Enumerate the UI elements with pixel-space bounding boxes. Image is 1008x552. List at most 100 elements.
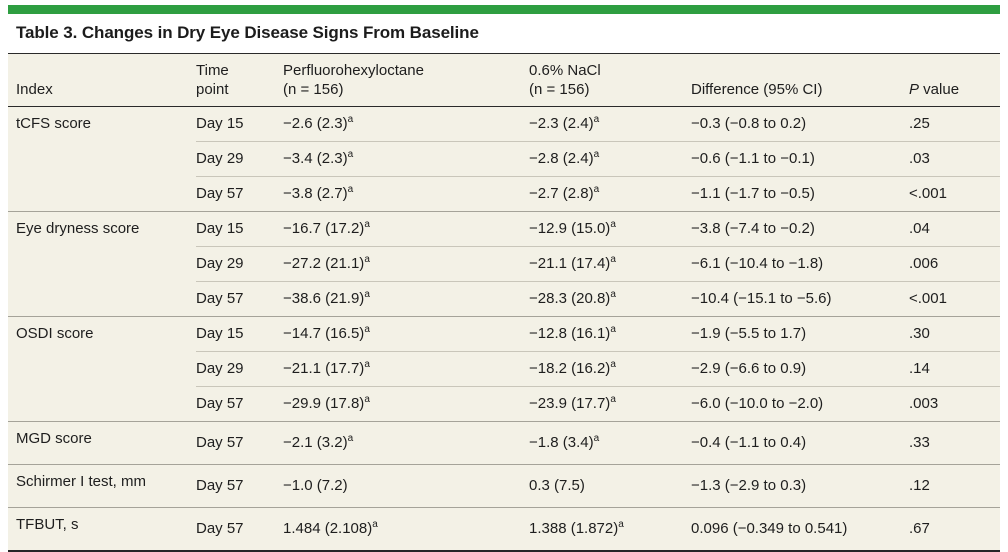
table-row: Day 57 −3.8 (2.7)a −2.7 (2.8)a −1.1 (−1.… bbox=[8, 176, 1000, 212]
cell-p-value: <.001 bbox=[909, 176, 1000, 212]
cell-drug-value: −16.7 (17.2)a bbox=[283, 211, 529, 247]
cell-time-point: Day 57 bbox=[196, 281, 283, 317]
cell-time-point: Day 29 bbox=[196, 141, 283, 177]
footnote-marker: a bbox=[610, 324, 616, 335]
cell-p-value: .33 bbox=[909, 421, 1000, 465]
cell-difference: −0.4 (−1.1 to 0.4) bbox=[691, 421, 909, 465]
cell-control-value: 1.388 (1.872)a bbox=[529, 507, 691, 551]
cell-time-point: Day 57 bbox=[196, 464, 283, 508]
cell-time-point: Day 15 bbox=[196, 211, 283, 247]
col-header-nacl: 0.6% NaCl (n = 156) bbox=[529, 53, 691, 107]
footnote-marker: a bbox=[347, 114, 354, 125]
cell-drug-value: −27.2 (21.1)a bbox=[283, 246, 529, 282]
footnote-marker: a bbox=[610, 254, 616, 265]
cell-control-value: −1.8 (3.4)a bbox=[529, 421, 691, 465]
header-row: Index Time point Perfluorohexyloctane (n… bbox=[8, 53, 1000, 107]
cell-control-value: −12.9 (15.0)a bbox=[529, 211, 691, 247]
cell-control-value: 0.3 (7.5) bbox=[529, 464, 691, 508]
col-header-perfluorohexyloctane: Perfluorohexyloctane (n = 156) bbox=[283, 53, 529, 107]
footnote-marker: a bbox=[364, 254, 370, 265]
footnote-marker: a bbox=[364, 219, 370, 230]
footnote-marker: a bbox=[610, 394, 616, 405]
cell-drug-value: −1.0 (7.2) bbox=[283, 464, 529, 508]
cell-control-value: −2.8 (2.4)a bbox=[529, 141, 691, 177]
cell-drug-value: −3.4 (2.3)a bbox=[283, 141, 529, 177]
table-row: Day 57 −29.9 (17.8)a −23.9 (17.7)a −6.0 … bbox=[8, 386, 1000, 422]
cell-time-point: Day 15 bbox=[196, 316, 283, 352]
cell-drug-value: −21.1 (17.7)a bbox=[283, 351, 529, 387]
cell-time-point: Day 15 bbox=[196, 115, 244, 132]
table-title: Table 3. Changes in Dry Eye Disease Sign… bbox=[16, 23, 479, 42]
cell-time-point: Day 29 bbox=[196, 351, 283, 387]
table-row: Eye dryness score Day 15 −16.7 (17.2)a −… bbox=[8, 211, 1000, 317]
footnote-marker: a bbox=[347, 149, 354, 160]
footnote-marker: a bbox=[593, 149, 600, 160]
cell-drug-value: −14.7 (16.5)a bbox=[283, 316, 529, 352]
footnote-marker: a bbox=[364, 394, 370, 405]
cell-p-value: .003 bbox=[909, 386, 1000, 422]
table-row: Day 29 −27.2 (21.1)a −21.1 (17.4)a −6.1 … bbox=[8, 246, 1000, 282]
cell-index: MGD score bbox=[8, 421, 196, 465]
col-header-time-point: Time point bbox=[196, 53, 283, 107]
cell-index: TFBUT, s bbox=[8, 507, 196, 551]
table-row: Day 57 −38.6 (21.9)a −28.3 (20.8)a −10.4… bbox=[8, 281, 1000, 317]
cell-difference: −1.9 (−5.5 to 1.7) bbox=[691, 316, 909, 352]
cell-index: tCFS score bbox=[16, 115, 92, 132]
cell-control-value: −12.8 (16.1)a bbox=[529, 316, 691, 352]
col-header-difference: Difference (95% CI) bbox=[691, 53, 909, 107]
cell-control-value: −18.2 (16.2)a bbox=[529, 351, 691, 387]
cell-index: Schirmer I test, mm bbox=[8, 464, 196, 508]
cell-p-value: .12 bbox=[909, 464, 1000, 508]
cell-control-value: −2.7 (2.8)a bbox=[529, 176, 691, 212]
table-header: Index Time point Perfluorohexyloctane (n… bbox=[8, 53, 1000, 107]
cell-time-point: Day 57 bbox=[196, 421, 283, 465]
cell-time-point: Day 57 bbox=[196, 386, 283, 422]
table-row: OSDI score Day 15 −14.7 (16.5)a −12.8 (1… bbox=[8, 316, 1000, 422]
table-row: Day 29 −3.4 (2.3)a −2.8 (2.4)a −0.6 (−1.… bbox=[8, 141, 1000, 177]
footnote-marker: a bbox=[347, 184, 354, 195]
table-row: TFBUT, s Day 57 1.484 (2.108)a 1.388 (1.… bbox=[8, 507, 1000, 551]
footnote-marker: a bbox=[364, 359, 370, 370]
cell-difference: 0.096 (−0.349 to 0.541) bbox=[691, 507, 909, 551]
table-row: MGD score Day 57 −2.1 (3.2)a −1.8 (3.4)a… bbox=[8, 421, 1000, 465]
accent-bar bbox=[8, 5, 1000, 14]
table-row: tCFS score Day 15 −2.6 (2.3)a −2.3 (2.4)… bbox=[8, 107, 1000, 142]
footnote-marker: a bbox=[593, 184, 600, 195]
cell-difference: −0.3 (−0.8 to 0.2) bbox=[691, 115, 807, 132]
dry-eye-signs-table: Index Time point Perfluorohexyloctane (n… bbox=[8, 53, 1000, 552]
cell-control-value: −21.1 (17.4)a bbox=[529, 246, 691, 282]
cell-p-value: .25 bbox=[909, 115, 930, 132]
table-body: tCFS score Day 15 −2.6 (2.3)a −2.3 (2.4)… bbox=[8, 107, 1000, 551]
cell-drug-value: −3.8 (2.7)a bbox=[283, 176, 529, 212]
footnote-marker: a bbox=[618, 519, 624, 530]
footnote-marker: a bbox=[610, 219, 616, 230]
cell-control-value: −28.3 (20.8)a bbox=[529, 281, 691, 317]
cell-difference: −1.1 (−1.7 to −0.5) bbox=[691, 176, 909, 212]
cell-p-value: .006 bbox=[909, 246, 1000, 282]
col-header-index: Index bbox=[8, 53, 196, 107]
cell-difference: −2.9 (−6.6 to 0.9) bbox=[691, 351, 909, 387]
cell-drug-value: −38.6 (21.9)a bbox=[283, 281, 529, 317]
cell-difference: −10.4 (−15.1 to −5.6) bbox=[691, 281, 909, 317]
table-row: Day 29 −21.1 (17.7)a −18.2 (16.2)a −2.9 … bbox=[8, 351, 1000, 387]
cell-difference: −3.8 (−7.4 to −0.2) bbox=[691, 211, 909, 247]
cell-p-value: .67 bbox=[909, 507, 1000, 551]
col-header-p-value: P value bbox=[909, 53, 1000, 107]
cell-control-value: −23.9 (17.7)a bbox=[529, 386, 691, 422]
cell-control-value: −2.3 (2.4)a bbox=[529, 114, 600, 133]
footnote-marker: a bbox=[364, 324, 370, 335]
footnote-marker: a bbox=[610, 289, 616, 300]
table-row: Schirmer I test, mm Day 57 −1.0 (7.2) 0.… bbox=[8, 464, 1000, 508]
footnote-marker: a bbox=[364, 289, 370, 300]
cell-p-value: .14 bbox=[909, 351, 1000, 387]
cell-index: Eye dryness score bbox=[8, 211, 196, 317]
cell-difference: −6.0 (−10.0 to −2.0) bbox=[691, 386, 909, 422]
cell-time-point: Day 29 bbox=[196, 246, 283, 282]
footnote-marker: a bbox=[610, 359, 616, 370]
cell-drug-value: −29.9 (17.8)a bbox=[283, 386, 529, 422]
cell-p-value: <.001 bbox=[909, 281, 1000, 317]
footnote-marker: a bbox=[593, 433, 600, 444]
cell-p-value: .03 bbox=[909, 141, 1000, 177]
cell-time-point: Day 57 bbox=[196, 176, 283, 212]
